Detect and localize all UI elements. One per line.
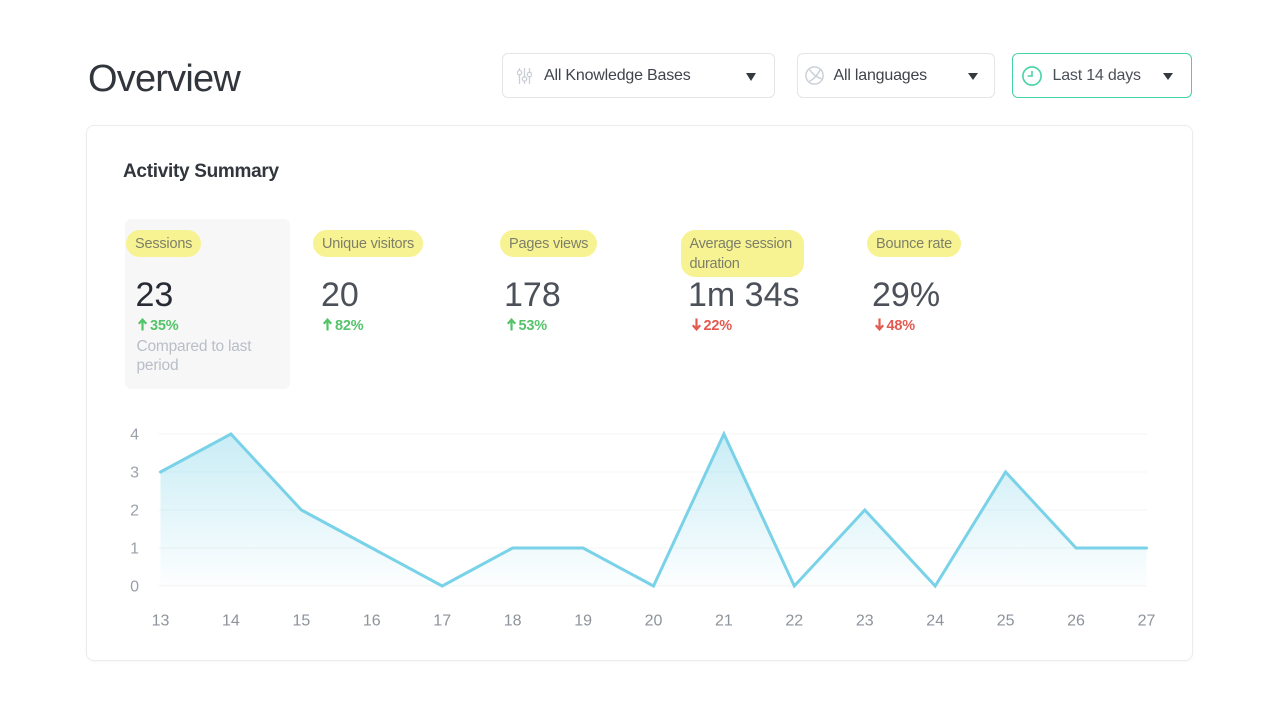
svg-text:19: 19	[574, 613, 592, 630]
svg-text:20: 20	[645, 613, 663, 630]
svg-text:18: 18	[504, 613, 522, 630]
svg-text:21: 21	[715, 613, 733, 630]
svg-text:22: 22	[785, 613, 803, 630]
svg-text:24: 24	[926, 613, 944, 630]
svg-text:23: 23	[856, 613, 874, 630]
svg-text:14: 14	[222, 613, 240, 630]
svg-text:15: 15	[293, 613, 311, 630]
svg-text:16: 16	[363, 613, 381, 630]
svg-text:13: 13	[152, 613, 170, 630]
svg-text:17: 17	[433, 613, 451, 630]
svg-text:1: 1	[130, 541, 139, 558]
svg-text:27: 27	[1138, 613, 1156, 630]
svg-text:25: 25	[997, 613, 1015, 630]
svg-text:2: 2	[130, 503, 139, 520]
svg-text:0: 0	[130, 579, 139, 596]
svg-text:4: 4	[130, 427, 139, 444]
svg-text:26: 26	[1067, 613, 1085, 630]
svg-text:3: 3	[130, 465, 139, 482]
